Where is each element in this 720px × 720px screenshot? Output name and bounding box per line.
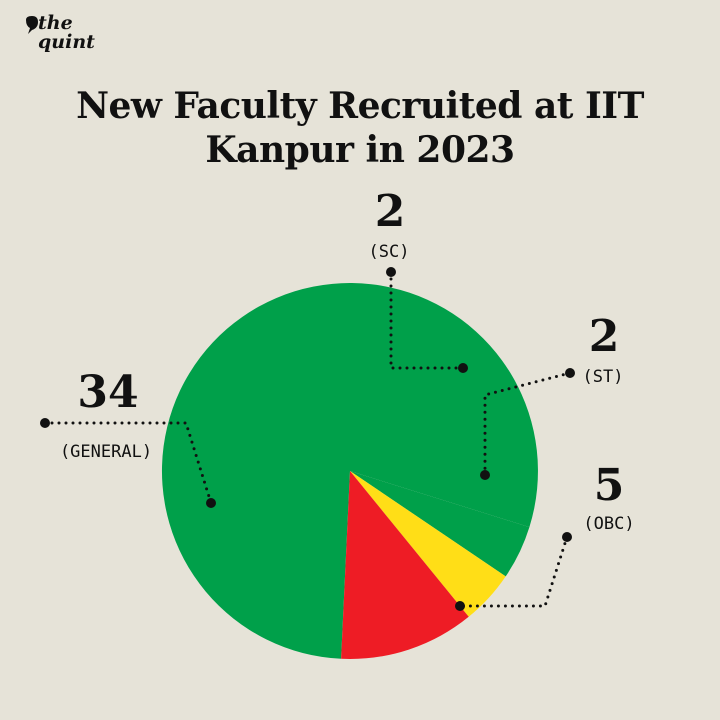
leader-line-st	[483, 371, 572, 477]
category-label-obc: (OBC)	[583, 514, 634, 534]
pie-slice-sc	[350, 471, 530, 577]
pie-slice-general	[161, 283, 538, 659]
chart-title-line-1: New Faculty Recruited at IIT	[76, 85, 644, 127]
quint-logo	[26, 16, 38, 34]
brand-wordmark: the quint	[38, 14, 95, 52]
leader-dot-obc-start	[455, 601, 465, 611]
pie-slice-st	[350, 471, 506, 617]
chart-title: New Faculty Recruited at IIT Kanpur in 2…	[60, 84, 660, 172]
category-label-general: (GENERAL)	[60, 442, 152, 462]
leader-dot-sc-end	[386, 267, 396, 277]
leader-dot-sc-start	[458, 363, 468, 373]
leader-line-general	[43, 421, 213, 505]
category-label-sc: (SC)	[369, 242, 410, 262]
pie-labels: 2 (SC) 2 (ST) 5 (OBC) 34 (GENERAL)	[60, 186, 635, 534]
value-label-obc: 5	[594, 460, 625, 511]
leader-dot-st-start	[480, 470, 490, 480]
leader-dots	[40, 267, 575, 611]
value-label-sc: 2	[375, 186, 406, 237]
brand-line-2: quint	[38, 31, 95, 53]
leader-dot-general-end	[40, 418, 50, 428]
pie-slice-obc	[341, 471, 469, 660]
value-label-st: 2	[589, 311, 620, 362]
value-label-general: 34	[77, 367, 138, 418]
leader-lines	[43, 270, 572, 608]
leader-dot-obc-end	[562, 532, 572, 542]
leader-dot-st-end	[565, 368, 575, 378]
pie-slices	[161, 283, 538, 660]
leader-dot-general-start	[206, 498, 216, 508]
quote-mark-icon	[26, 16, 38, 34]
chart-title-line-2: Kanpur in 2023	[205, 129, 515, 171]
category-label-st: (ST)	[583, 367, 624, 387]
brand-line-1: the	[38, 12, 73, 34]
